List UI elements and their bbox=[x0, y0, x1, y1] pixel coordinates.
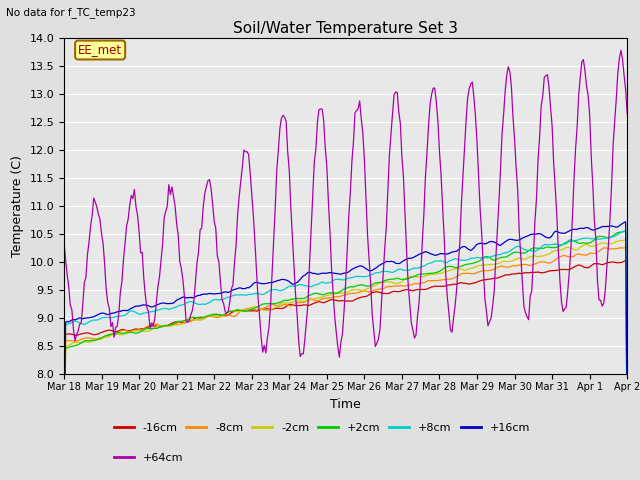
Legend: +64cm: +64cm bbox=[109, 448, 188, 467]
Text: EE_met: EE_met bbox=[78, 44, 122, 57]
X-axis label: Time: Time bbox=[330, 397, 361, 410]
Y-axis label: Temperature (C): Temperature (C) bbox=[11, 156, 24, 257]
Text: No data for f_TC_temp23: No data for f_TC_temp23 bbox=[6, 7, 136, 18]
Title: Soil/Water Temperature Set 3: Soil/Water Temperature Set 3 bbox=[233, 21, 458, 36]
